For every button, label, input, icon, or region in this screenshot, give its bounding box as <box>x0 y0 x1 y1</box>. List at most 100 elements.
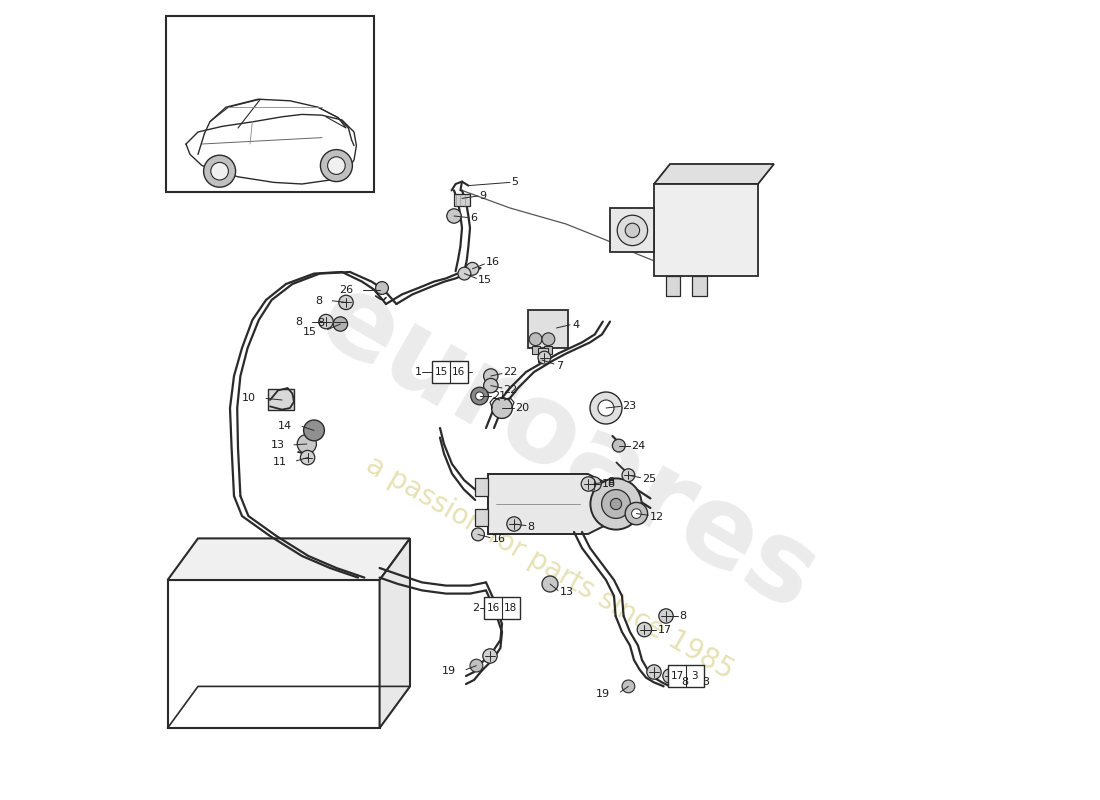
Circle shape <box>625 502 648 525</box>
Circle shape <box>647 665 661 679</box>
Text: 19: 19 <box>441 666 455 676</box>
Text: 8: 8 <box>316 296 322 306</box>
Circle shape <box>297 434 317 454</box>
Text: 22: 22 <box>504 367 518 377</box>
Circle shape <box>621 469 635 482</box>
Circle shape <box>483 649 497 663</box>
Bar <box>666 276 681 296</box>
Circle shape <box>328 157 345 174</box>
Circle shape <box>631 509 641 518</box>
Circle shape <box>602 490 630 518</box>
Circle shape <box>470 659 483 672</box>
Circle shape <box>458 267 471 280</box>
Text: 10: 10 <box>242 394 255 403</box>
Circle shape <box>613 439 625 452</box>
Circle shape <box>586 477 602 491</box>
Circle shape <box>375 282 388 294</box>
Text: 2: 2 <box>473 603 480 613</box>
Bar <box>610 208 654 252</box>
Circle shape <box>529 333 542 346</box>
Circle shape <box>637 622 651 637</box>
Circle shape <box>300 450 315 465</box>
Text: 8: 8 <box>295 317 302 326</box>
Text: 26: 26 <box>339 285 353 294</box>
Bar <box>692 276 707 296</box>
Text: 16: 16 <box>492 534 506 544</box>
Text: 18: 18 <box>504 603 517 613</box>
Circle shape <box>484 369 498 383</box>
Bar <box>475 509 488 526</box>
Bar <box>268 389 294 410</box>
Circle shape <box>319 314 333 329</box>
Polygon shape <box>488 474 604 534</box>
Circle shape <box>304 420 324 441</box>
Text: 25: 25 <box>642 474 656 484</box>
Text: 5: 5 <box>512 178 518 187</box>
Bar <box>454 194 470 206</box>
Circle shape <box>659 609 673 623</box>
Bar <box>528 310 569 348</box>
Bar <box>166 16 374 192</box>
Text: euroares: euroares <box>299 262 836 634</box>
Bar <box>432 361 468 383</box>
Text: 8: 8 <box>681 677 689 686</box>
Text: 8: 8 <box>528 522 535 532</box>
Polygon shape <box>654 164 774 184</box>
Text: 8: 8 <box>317 318 324 328</box>
Circle shape <box>472 528 484 541</box>
Text: 6: 6 <box>470 213 477 222</box>
Text: 13: 13 <box>560 587 573 597</box>
Text: 23: 23 <box>621 402 636 411</box>
Circle shape <box>320 150 352 182</box>
Circle shape <box>484 378 498 393</box>
Text: a passion for parts since 1985: a passion for parts since 1985 <box>361 451 739 685</box>
Circle shape <box>475 392 484 400</box>
Polygon shape <box>379 538 410 728</box>
Text: 12: 12 <box>650 512 664 522</box>
Bar <box>167 580 380 728</box>
Text: 16: 16 <box>452 367 465 377</box>
Text: 22: 22 <box>504 385 518 394</box>
Bar <box>538 348 548 362</box>
Text: 21: 21 <box>493 391 506 401</box>
Polygon shape <box>167 538 410 580</box>
Circle shape <box>538 351 551 364</box>
Text: 3: 3 <box>702 677 710 686</box>
Bar <box>531 346 540 354</box>
Circle shape <box>339 295 353 310</box>
Circle shape <box>598 400 614 416</box>
Circle shape <box>590 392 621 424</box>
Text: 15: 15 <box>434 367 448 377</box>
Text: 18: 18 <box>602 479 616 489</box>
Text: 1: 1 <box>415 367 422 377</box>
Circle shape <box>621 680 635 693</box>
Bar <box>484 597 519 619</box>
Circle shape <box>625 223 639 238</box>
Circle shape <box>617 215 648 246</box>
Text: 13: 13 <box>271 440 285 450</box>
Circle shape <box>211 162 229 180</box>
Text: 8: 8 <box>680 611 686 621</box>
Text: 24: 24 <box>631 441 646 450</box>
Text: 14: 14 <box>278 422 293 431</box>
Circle shape <box>663 669 678 683</box>
Text: 20: 20 <box>516 403 530 413</box>
Circle shape <box>471 387 488 405</box>
Bar <box>475 478 488 496</box>
Text: 16: 16 <box>486 603 499 613</box>
Circle shape <box>581 477 595 491</box>
Text: 8: 8 <box>607 477 615 486</box>
Text: 15: 15 <box>302 327 317 337</box>
Circle shape <box>466 262 478 275</box>
Text: 16: 16 <box>486 258 500 267</box>
Text: 15: 15 <box>478 275 492 285</box>
Circle shape <box>333 317 348 331</box>
Circle shape <box>542 333 554 346</box>
Circle shape <box>507 517 521 531</box>
Text: 17: 17 <box>658 625 672 634</box>
Circle shape <box>610 498 621 510</box>
Bar <box>654 184 758 276</box>
Text: 3: 3 <box>692 671 698 681</box>
Circle shape <box>492 398 513 418</box>
Text: 7: 7 <box>557 361 563 370</box>
